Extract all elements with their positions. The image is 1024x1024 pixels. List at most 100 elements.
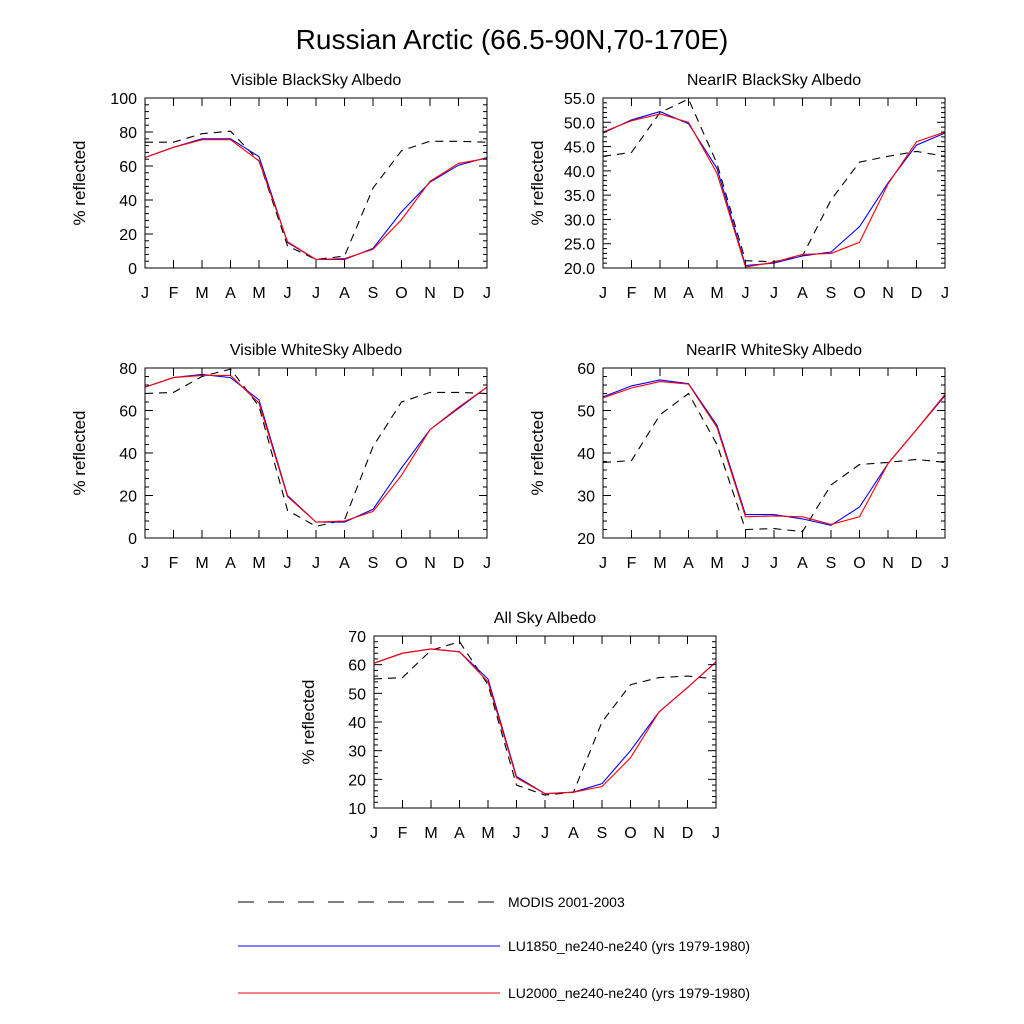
series-group <box>602 98 946 268</box>
x-tick-label: A <box>339 555 350 572</box>
y-tick-label: 50 <box>577 404 595 421</box>
series-line-2 <box>602 111 946 267</box>
x-tick-label: D <box>911 285 923 302</box>
x-tick-label: M <box>653 555 666 572</box>
series-group <box>602 379 946 533</box>
y-tick-label: 60 <box>348 658 366 675</box>
x-tick-label: N <box>653 825 665 842</box>
y-tick-label: 45.0 <box>564 140 595 157</box>
x-tick-label: O <box>624 825 636 842</box>
y-axis-label: % reflected <box>299 679 318 764</box>
x-tick-label: J <box>483 555 491 572</box>
y-tick-label: 30 <box>577 489 595 506</box>
series-line-2 <box>373 648 717 795</box>
x-tick-label: J <box>712 825 720 842</box>
x-tick-label: O <box>853 555 865 572</box>
legend-label: LU1850_ne240-ne240 (yrs 1979-1980) <box>508 938 750 954</box>
legend-item-2: LU1850_ne240-ne240 (yrs 1979-1980) <box>238 938 750 954</box>
x-tick-label: F <box>169 285 179 302</box>
x-tick-label: S <box>368 555 379 572</box>
y-tick-label: 40 <box>119 193 137 210</box>
figure-title: Russian Arctic (66.5-90N,70-170E) <box>296 24 729 55</box>
series-group <box>144 368 488 527</box>
panel-title: NearIR BlackSky Albedo <box>687 72 861 89</box>
x-tick-label: O <box>395 555 407 572</box>
x-tick-label: J <box>141 285 149 302</box>
legend-label: LU2000_ne240-ne240 (yrs 1979-1980) <box>508 985 750 1001</box>
y-tick-label: 20 <box>119 227 137 244</box>
x-tick-label: J <box>483 285 491 302</box>
x-tick-label: D <box>682 825 694 842</box>
x-tick-label: M <box>195 285 208 302</box>
y-axis-label: % reflected <box>528 140 547 225</box>
x-tick-label: J <box>141 555 149 572</box>
x-tick-label: A <box>339 285 350 302</box>
series-line-3 <box>602 113 946 268</box>
x-tick-label: S <box>826 285 837 302</box>
legend-label: MODIS 2001-2003 <box>508 894 625 910</box>
y-tick-label: 40.0 <box>564 164 595 181</box>
series-line-3 <box>144 374 488 523</box>
y-tick-label: 60 <box>119 159 137 176</box>
x-tick-label: A <box>797 285 808 302</box>
x-tick-label: A <box>225 285 236 302</box>
y-tick-label: 35.0 <box>564 188 595 205</box>
x-tick-label: N <box>882 555 894 572</box>
y-tick-label: 0 <box>128 531 137 548</box>
y-tick-label: 10 <box>348 801 366 818</box>
x-tick-label: M <box>424 825 437 842</box>
x-tick-label: J <box>941 285 949 302</box>
y-tick-label: 80 <box>119 125 137 142</box>
x-tick-label: N <box>424 555 436 572</box>
x-tick-label: M <box>195 555 208 572</box>
y-axis-label: % reflected <box>70 410 89 495</box>
x-tick-label: J <box>284 285 292 302</box>
x-tick-label: A <box>683 285 694 302</box>
x-tick-label: N <box>882 285 894 302</box>
x-tick-label: A <box>225 555 236 572</box>
y-tick-label: 20 <box>577 531 595 548</box>
x-tick-label: J <box>770 285 778 302</box>
x-tick-label: N <box>424 285 436 302</box>
y-tick-label: 25.0 <box>564 237 595 254</box>
x-tick-label: S <box>597 825 608 842</box>
y-axis-label: % reflected <box>70 140 89 225</box>
x-tick-label: J <box>599 285 607 302</box>
x-tick-label: J <box>312 285 320 302</box>
x-tick-label: J <box>599 555 607 572</box>
series-line-2 <box>602 379 946 526</box>
y-tick-label: 100 <box>110 91 137 108</box>
series-line-3 <box>144 139 488 261</box>
panel-title: Visible BlackSky Albedo <box>231 72 402 89</box>
y-tick-label: 50 <box>348 686 366 703</box>
y-tick-label: 30 <box>348 744 366 761</box>
y-tick-label: 80 <box>119 361 137 378</box>
plot-frame <box>144 367 488 539</box>
series-line-1 <box>145 130 488 261</box>
panel-title: Visible WhiteSky Albedo <box>230 342 402 359</box>
y-tick-label: 70 <box>348 629 366 646</box>
x-tick-label: D <box>911 555 923 572</box>
x-tick-label: F <box>627 555 637 572</box>
series-line-3 <box>373 648 717 795</box>
plot-frame <box>602 367 946 539</box>
series-line-1 <box>602 392 946 533</box>
x-tick-label: M <box>252 555 265 572</box>
y-tick-label: 20 <box>119 489 137 506</box>
x-tick-label: J <box>312 555 320 572</box>
x-tick-label: M <box>252 285 265 302</box>
y-tick-label: 60 <box>119 404 137 421</box>
y-tick-label: 40 <box>119 446 137 463</box>
x-tick-label: J <box>742 555 750 572</box>
legend-item-3: LU2000_ne240-ne240 (yrs 1979-1980) <box>238 985 750 1001</box>
y-tick-label: 20.0 <box>564 261 595 278</box>
legend: MODIS 2001-2003 LU1850_ne240-ne240 (yrs 1… <box>238 894 750 1001</box>
plot-frame <box>602 97 946 269</box>
y-tick-label: 30.0 <box>564 212 595 229</box>
x-tick-label: J <box>941 555 949 572</box>
